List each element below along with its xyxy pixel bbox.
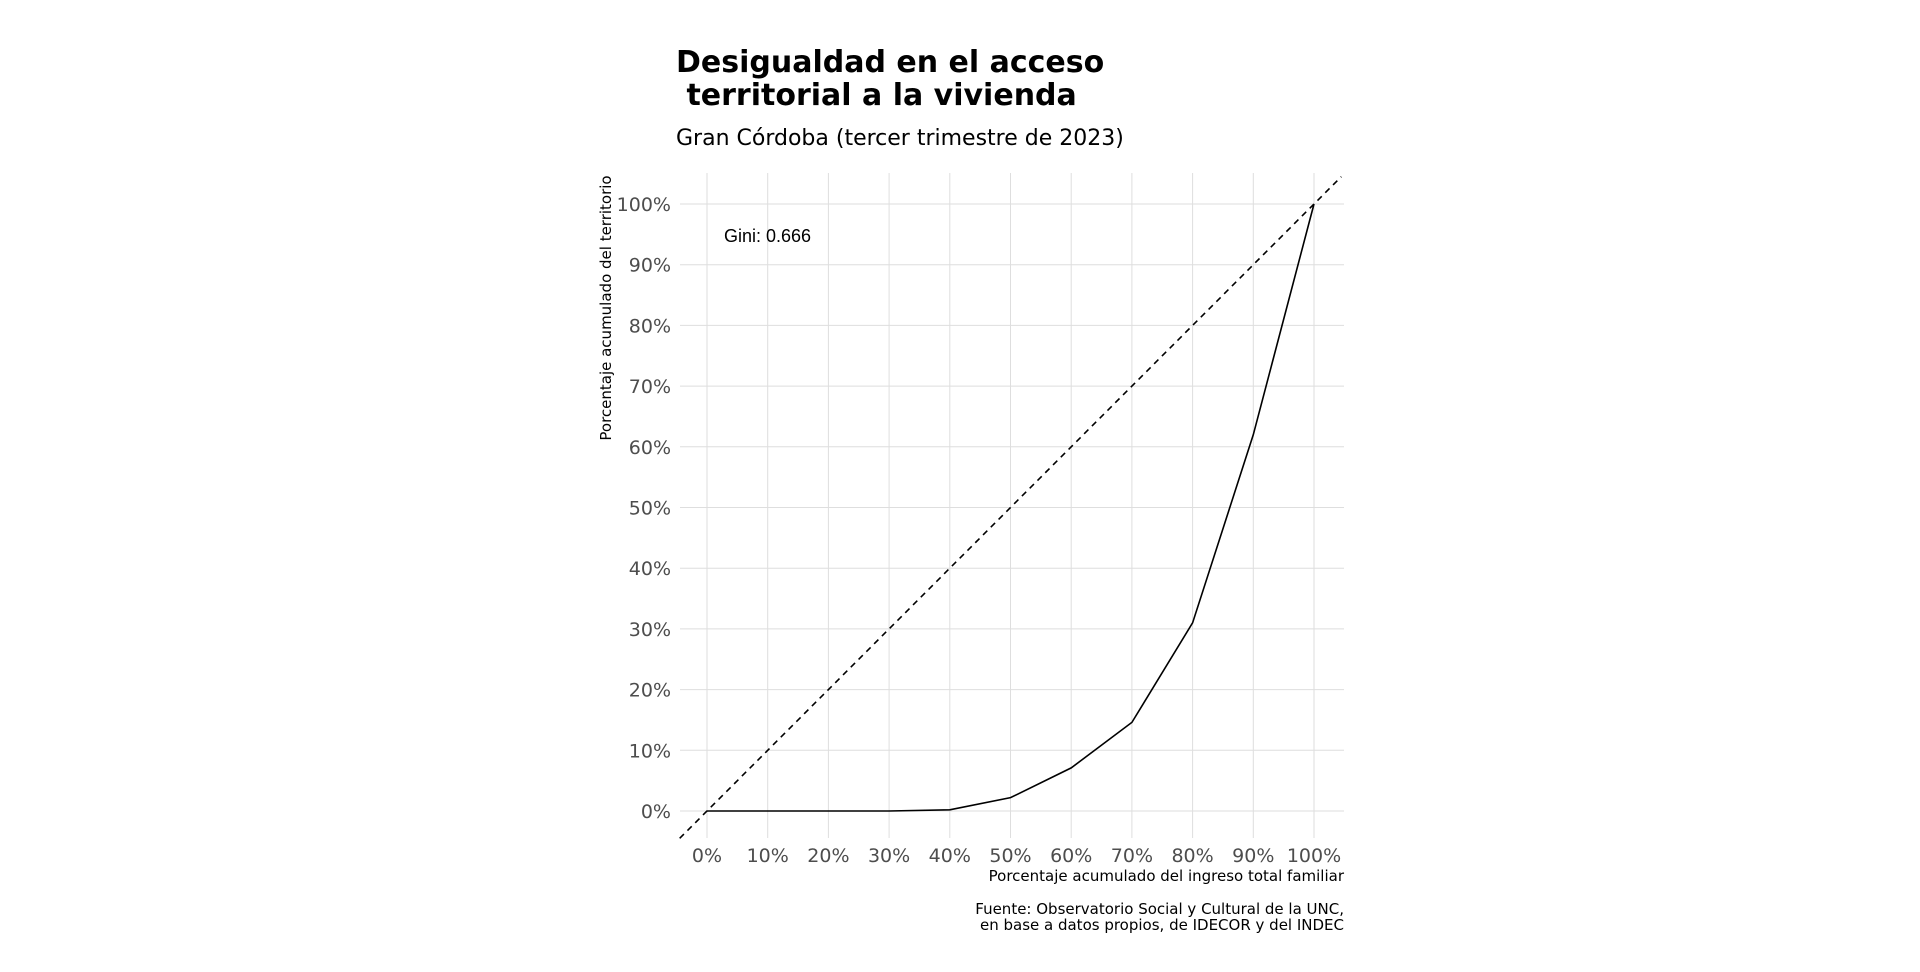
x-axis-label: Porcentaje acumulado del ingreso total f…	[989, 867, 1345, 885]
y-tick-label: 50%	[629, 498, 671, 520]
caption-line-1: Fuente: Observatorio Social y Cultural d…	[975, 900, 1344, 918]
x-tick-label: 10%	[747, 845, 789, 867]
y-tick-label: 30%	[629, 619, 671, 641]
y-tick-label: 0%	[641, 801, 671, 823]
x-tick-label: 20%	[807, 845, 849, 867]
y-tick-label: 80%	[629, 315, 671, 337]
gini-annotation: Gini: 0.666	[724, 226, 811, 246]
equality-line	[679, 176, 1342, 839]
y-tick-label: 70%	[629, 376, 671, 398]
x-tick-label: 100%	[1287, 845, 1341, 867]
chart-title-line-2: territorial a la vivienda	[676, 78, 1077, 113]
y-axis-label: Porcentaje acumulado del territorio	[597, 175, 615, 440]
grid-layer	[680, 173, 1344, 838]
x-tick-label: 30%	[868, 845, 910, 867]
chart-subtitle: Gran Córdoba (tercer trimestre de 2023)	[676, 126, 1124, 151]
x-tick-labels: 0% 10% 20% 30% 40% 50% 60% 70% 80% 90% 100%	[692, 845, 1341, 867]
x-tick-label: 50%	[989, 845, 1031, 867]
caption-line-2: en base a datos propios, de IDECOR y del…	[980, 916, 1344, 934]
y-tick-label: 90%	[629, 255, 671, 277]
x-tick-label: 90%	[1232, 845, 1274, 867]
y-tick-label: 60%	[629, 437, 671, 459]
x-tick-label: 0%	[692, 845, 722, 867]
x-tick-label: 80%	[1171, 845, 1213, 867]
x-tick-label: 40%	[929, 845, 971, 867]
y-tick-label: 100%	[617, 194, 671, 216]
y-tick-label: 10%	[629, 740, 671, 762]
series-layer	[679, 176, 1342, 839]
y-tick-label: 40%	[629, 558, 671, 580]
y-tick-labels: 0% 10% 20% 30% 40% 50% 60% 70% 80% 90% 100%	[617, 194, 671, 823]
x-tick-label: 60%	[1050, 845, 1092, 867]
x-tick-label: 70%	[1111, 845, 1153, 867]
y-tick-label: 20%	[629, 680, 671, 702]
lorenz-curve	[707, 203, 1315, 812]
chart-title-line-1: Desigualdad en el acceso	[676, 45, 1104, 80]
